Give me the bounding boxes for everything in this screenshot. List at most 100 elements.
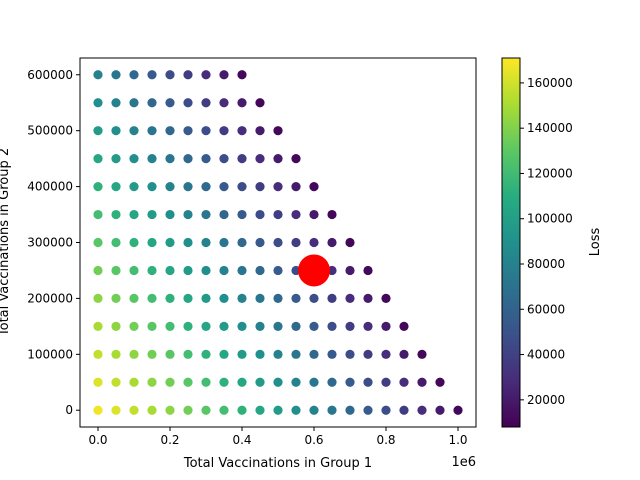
- x-axis-ticks: 0.0 0.2 0.4 0.6 0.8 1.0: [88, 427, 468, 447]
- data-point: [93, 181, 103, 192]
- data-point: [93, 265, 103, 276]
- data-point: [291, 377, 301, 387]
- data-point: [219, 377, 229, 387]
- data-point: [147, 154, 157, 164]
- data-point: [183, 154, 193, 164]
- data-point: [309, 181, 319, 192]
- data-point: [255, 405, 265, 415]
- y-tick-label: 400000: [27, 180, 73, 194]
- data-point: [273, 209, 283, 220]
- data-point: [255, 265, 265, 276]
- data-point: [201, 405, 211, 415]
- data-point: [237, 209, 247, 220]
- data-point: [147, 70, 157, 80]
- data-point: [255, 98, 265, 108]
- x-tick-label: 1.0: [448, 433, 467, 447]
- data-point: [381, 321, 391, 331]
- data-point: [165, 209, 175, 220]
- data-point: [147, 237, 157, 248]
- data-point: [255, 377, 265, 387]
- colorbar-tick-label: 80000: [527, 257, 565, 271]
- data-point: [273, 154, 283, 164]
- data-point: [309, 349, 319, 359]
- plot-area: 0.0 0.2 0.4 0.6 0.8 1.0 0 100000 200000 300000 40…: [0, 57, 477, 471]
- data-point: [309, 293, 319, 304]
- data-point: [93, 154, 103, 164]
- data-point: [255, 181, 265, 192]
- data-point: [201, 209, 211, 220]
- data-point: [111, 181, 121, 192]
- data-point: [129, 349, 139, 359]
- data-point: [327, 321, 337, 331]
- data-point: [201, 293, 211, 304]
- data-point: [111, 405, 121, 415]
- x-axis-label: Total Vaccinations in Group 1: [183, 456, 372, 471]
- data-points: [93, 70, 463, 415]
- x-tick-label: 0.4: [232, 433, 251, 447]
- data-point: [255, 154, 265, 164]
- data-point: [381, 293, 391, 304]
- x-tick-label: 0.2: [160, 433, 179, 447]
- data-point: [93, 237, 103, 248]
- data-point: [147, 377, 157, 387]
- data-point: [183, 349, 193, 359]
- y-tick-label: 0: [65, 403, 73, 417]
- data-point: [201, 265, 211, 276]
- data-point: [237, 154, 247, 164]
- data-point: [201, 154, 211, 164]
- data-point: [93, 293, 103, 304]
- data-point: [237, 377, 247, 387]
- data-point: [129, 70, 139, 80]
- data-point: [363, 265, 373, 276]
- data-point: [93, 321, 103, 331]
- x-axis-offset-label: 1e6: [451, 455, 476, 470]
- y-axis-label: Total Vaccinations in Group 2: [0, 148, 12, 337]
- data-point: [219, 126, 229, 136]
- data-point: [183, 293, 193, 304]
- data-point: [219, 98, 229, 108]
- data-point: [255, 209, 265, 220]
- data-point: [111, 154, 121, 164]
- data-point: [237, 70, 247, 80]
- data-point: [111, 321, 121, 331]
- data-point: [183, 237, 193, 248]
- data-point: [309, 321, 319, 331]
- data-point: [165, 98, 175, 108]
- data-point: [201, 237, 211, 248]
- data-point: [111, 237, 121, 248]
- data-point: [129, 265, 139, 276]
- colorbar: 20000 40000 60000 80000 100000 120000 140000 16…: [501, 57, 603, 428]
- data-point: [165, 265, 175, 276]
- data-point: [237, 237, 247, 248]
- data-point: [165, 126, 175, 136]
- data-point: [345, 293, 355, 304]
- data-point: [129, 98, 139, 108]
- data-point: [273, 349, 283, 359]
- data-point: [345, 377, 355, 387]
- data-point: [165, 70, 175, 80]
- y-tick-label: 200000: [27, 291, 73, 305]
- data-point: [183, 70, 193, 80]
- data-point: [255, 237, 265, 248]
- data-point: [201, 98, 211, 108]
- data-point: [201, 70, 211, 80]
- data-point: [93, 349, 103, 359]
- data-point: [273, 377, 283, 387]
- data-point: [129, 126, 139, 136]
- colorbar-gradient: [502, 58, 520, 427]
- data-point: [219, 405, 229, 415]
- data-point: [345, 349, 355, 359]
- data-point: [219, 209, 229, 220]
- optimal-point-marker: [298, 254, 330, 287]
- data-point: [93, 377, 103, 387]
- data-point: [399, 321, 409, 331]
- data-point: [165, 293, 175, 304]
- colorbar-tick-label: 40000: [527, 348, 565, 362]
- data-point: [417, 377, 427, 387]
- data-point: [165, 154, 175, 164]
- data-point: [345, 405, 355, 415]
- data-point: [165, 181, 175, 192]
- data-point: [129, 405, 139, 415]
- y-axis-ticks: 0 100000 200000 300000 400000 500000 600000: [27, 68, 80, 417]
